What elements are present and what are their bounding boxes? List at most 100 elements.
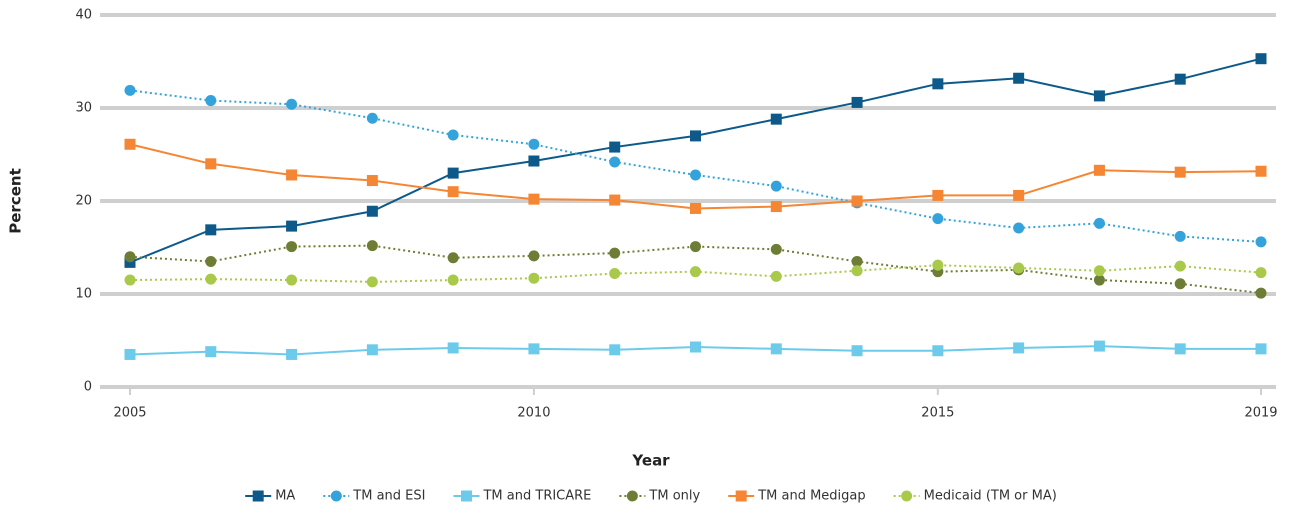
legend-item: TM and Medigap [728, 489, 866, 504]
series-line [129, 57, 1262, 264]
data-point [366, 240, 378, 252]
legend-label: TM only [648, 489, 700, 504]
data-point [851, 96, 863, 108]
data-point [205, 273, 217, 285]
data-point [1013, 342, 1025, 354]
legend-label: TM and Medigap [757, 489, 865, 504]
data-point [851, 255, 863, 267]
data-point [690, 169, 701, 181]
y-tick-label: 30 [75, 101, 92, 116]
data-point [447, 274, 459, 286]
data-point [528, 138, 540, 150]
data-point [366, 344, 378, 356]
data-point [528, 250, 540, 262]
data-point [932, 345, 944, 357]
data-point [1174, 166, 1186, 178]
x-tick-label: 2015 [921, 406, 954, 421]
data-point [1255, 236, 1267, 248]
data-point [447, 186, 459, 198]
data-point [770, 180, 782, 192]
data-point [1174, 278, 1186, 290]
data-point [1174, 260, 1186, 272]
data-point [286, 98, 298, 110]
data-point [690, 130, 701, 142]
data-point [447, 129, 459, 141]
data-point [609, 247, 621, 259]
x-axis-title: Year [631, 452, 670, 470]
data-point [124, 251, 136, 263]
data-point [690, 341, 701, 353]
y-tick-label: 40 [75, 8, 92, 23]
data-point [1093, 265, 1105, 277]
x-tick-label: 2019 [1244, 406, 1277, 421]
data-point [528, 155, 540, 167]
data-point [124, 256, 136, 268]
data-point [366, 112, 378, 124]
legend-item: TM only [619, 489, 700, 504]
data-point [124, 138, 136, 150]
data-point [205, 158, 217, 170]
data-point [609, 268, 621, 280]
data-point [1093, 340, 1105, 352]
data-point [1255, 53, 1267, 65]
y-axis-title: Percent [7, 168, 25, 233]
data-point [1093, 164, 1105, 176]
data-point [124, 348, 136, 360]
data-point [1013, 262, 1025, 274]
legend-label: MA [275, 489, 295, 504]
data-point [851, 345, 863, 357]
legend-marker [330, 490, 342, 502]
legend-item: Medicaid (TM or MA) [893, 489, 1057, 504]
legend-marker [252, 490, 264, 502]
data-point [932, 213, 944, 225]
data-point [770, 270, 782, 282]
x-tick-label: 2005 [113, 406, 146, 421]
series-line [129, 89, 1262, 243]
data-point [528, 343, 540, 355]
data-point [1255, 343, 1267, 355]
data-point [1013, 222, 1025, 234]
data-point [690, 202, 701, 214]
data-point [690, 241, 701, 253]
data-point [528, 272, 540, 284]
data-point [286, 274, 298, 286]
data-point [286, 241, 298, 253]
legend-marker [735, 490, 747, 502]
x-tick-label: 2010 [517, 406, 550, 421]
data-point [851, 265, 863, 277]
data-point [1255, 287, 1267, 299]
data-point [851, 195, 863, 207]
y-tick-label: 0 [84, 380, 92, 395]
data-point [770, 243, 782, 255]
data-point [932, 259, 944, 271]
data-point [447, 167, 459, 179]
data-point [528, 193, 540, 205]
legend-marker [626, 490, 638, 502]
legend-marker [460, 490, 472, 502]
data-point [366, 205, 378, 217]
data-point [205, 224, 217, 236]
data-point [1013, 72, 1025, 84]
data-point [1093, 90, 1105, 102]
data-point [1093, 217, 1105, 229]
data-point [1093, 274, 1105, 286]
data-point [1013, 189, 1025, 201]
data-point [205, 95, 217, 107]
data-point [286, 348, 298, 360]
legend-item: MA [245, 489, 295, 504]
legend-item: TM and ESI [323, 489, 425, 504]
legend-item: TM and TRICARE [453, 489, 591, 504]
data-point [366, 175, 378, 187]
data-point [205, 255, 217, 267]
y-tick-label: 20 [75, 194, 92, 209]
data-point [932, 78, 944, 90]
data-point [1174, 230, 1186, 242]
data-point [609, 141, 621, 153]
data-point [124, 274, 136, 286]
legend-label: TM and ESI [352, 489, 425, 504]
data-point [770, 113, 782, 125]
data-point [205, 346, 217, 358]
legend-label: TM and TRICARE [482, 489, 591, 504]
data-point [124, 84, 136, 96]
